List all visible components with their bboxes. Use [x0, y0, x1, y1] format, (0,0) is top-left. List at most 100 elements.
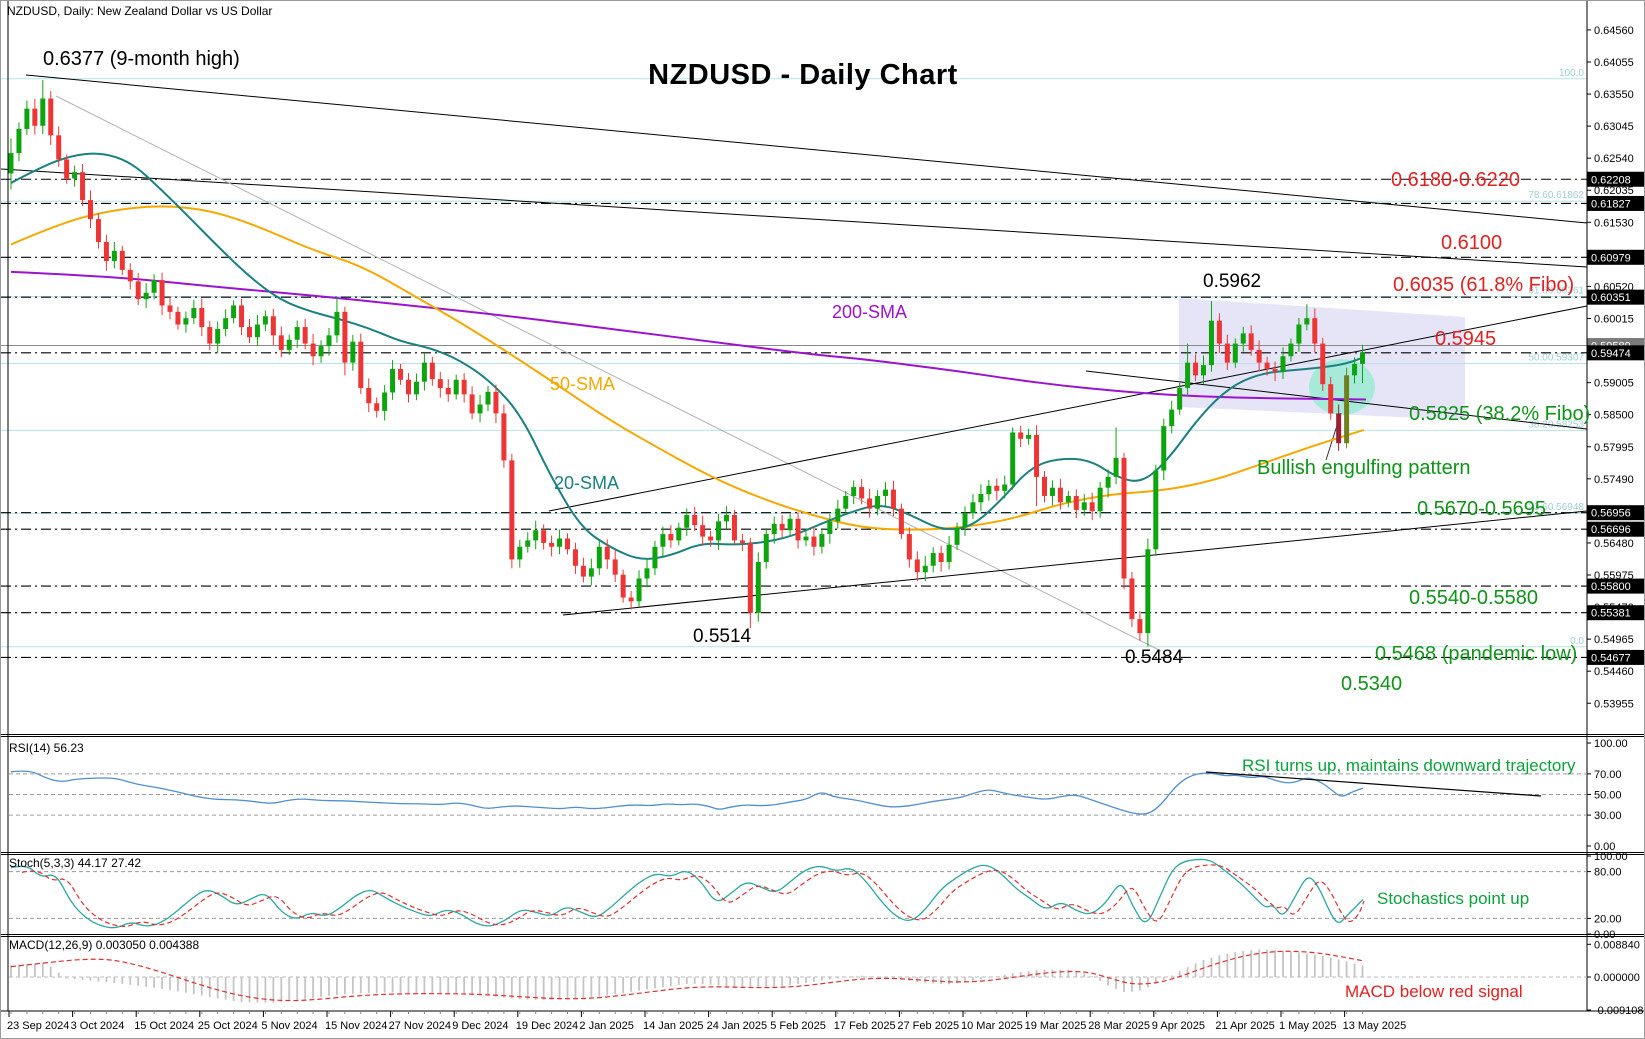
candle [859, 487, 865, 499]
macd-tick-label: 0.000000 [1594, 972, 1640, 984]
rsi-tick-label: 50.00 [1594, 790, 1622, 802]
candle [493, 391, 499, 414]
rsi-panel: 100.00 70.00 50.00 30.00 0.00 [9, 738, 1628, 853]
stoch-tick-label: 100.00 [1594, 851, 1628, 863]
candle [88, 200, 93, 220]
candle [72, 172, 78, 179]
candle [851, 487, 857, 496]
candle [48, 98, 54, 136]
candle [914, 559, 920, 573]
candle [119, 250, 125, 270]
date-tick-label: 23 Sep 2024 [7, 1020, 69, 1032]
candle [803, 536, 809, 541]
candle [612, 559, 618, 575]
candle [700, 525, 706, 537]
price-tick-label: 0.53955 [1594, 698, 1634, 710]
candle [1336, 413, 1342, 444]
candle [835, 508, 841, 522]
date-tick-label: 27 Nov 2024 [389, 1020, 451, 1032]
candle [1185, 362, 1191, 389]
candle [588, 568, 594, 577]
candle [1153, 470, 1159, 550]
price-level-box: 0.56956 [1591, 508, 1631, 520]
price-tick-label: 0.58500 [1594, 410, 1634, 422]
macd-tick-label: 0.008840 [1594, 939, 1640, 951]
date-tick-label: 14 Jan 2025 [643, 1020, 704, 1032]
date-tick-label: 2 Jan 2025 [579, 1020, 633, 1032]
candle [596, 546, 602, 569]
price-level-box: 0.61827 [1591, 198, 1631, 210]
candle [1169, 409, 1175, 427]
price-axis: 0.64560 0.64055 0.63550 0.63045 0.62540 0.620… [1587, 25, 1644, 710]
price-tick-label: 0.61530 [1594, 217, 1634, 229]
date-tick-label: 3 Oct 2024 [71, 1020, 125, 1032]
date-tick-label: 13 May 2025 [1343, 1020, 1407, 1032]
candle [223, 318, 229, 329]
price-tick-label: 0.57995 [1594, 442, 1634, 454]
sma-50-line [10, 205, 1365, 531]
fibonacci-lines: 100.0 78.60.61862 61.80.60361 50.00.59307 38… [1, 68, 1587, 648]
candle [56, 135, 62, 160]
candle [843, 495, 849, 509]
candle [16, 128, 22, 154]
candle [64, 159, 70, 179]
candle [1296, 324, 1302, 344]
candle [731, 515, 737, 541]
candle [334, 311, 340, 336]
candle [1312, 318, 1318, 344]
sma-200-line [10, 270, 1367, 401]
candle [406, 379, 411, 395]
candle [485, 391, 491, 405]
candle [875, 495, 881, 509]
candle [1232, 343, 1238, 363]
candle [1224, 343, 1230, 363]
price-tick-label: 0.62035 [1594, 185, 1634, 197]
candle [708, 536, 714, 541]
candle [1145, 549, 1151, 634]
candle [175, 311, 181, 325]
price-tick-label: 0.64055 [1594, 57, 1634, 69]
candle [1034, 435, 1040, 477]
candle [1026, 435, 1032, 439]
candle [883, 489, 888, 496]
candle [946, 544, 952, 562]
candle [565, 538, 570, 550]
date-tick-label: 28 Mar 2025 [1088, 1020, 1150, 1032]
candle [167, 305, 173, 312]
candle [1360, 352, 1365, 364]
candle [469, 394, 475, 414]
price-level-box: 0.62208 [1591, 174, 1631, 186]
candle [684, 515, 690, 528]
candle [270, 316, 276, 336]
macd-signal-line [10, 950, 1364, 1002]
candle [159, 280, 165, 306]
candle [970, 502, 976, 514]
candle [1049, 487, 1055, 496]
candle [716, 521, 722, 541]
date-tick-label: 9 Dec 2024 [452, 1020, 508, 1032]
candle [40, 98, 46, 126]
candle [636, 578, 642, 602]
price-tick-label: 0.57490 [1594, 474, 1634, 486]
candle [199, 308, 205, 328]
candle [421, 362, 427, 382]
sma-20-line [10, 152, 1364, 560]
price-tick-label: 0.60015 [1594, 313, 1634, 325]
date-tick-label: 19 Mar 2025 [1025, 1020, 1087, 1032]
downtrend-from-high [25, 74, 1588, 224]
candle [1272, 368, 1278, 372]
candle [1328, 384, 1334, 414]
price-level-box: 0.55800 [1591, 581, 1631, 593]
candle [572, 549, 578, 566]
candle [604, 546, 610, 560]
candle [628, 597, 634, 602]
candle [382, 392, 388, 411]
candle [278, 335, 284, 350]
candle [302, 327, 308, 344]
candle [310, 343, 316, 357]
candle [724, 515, 729, 522]
candle [350, 341, 356, 363]
date-tick-label: 5 Feb 2025 [770, 1020, 826, 1032]
candle [1002, 484, 1008, 491]
